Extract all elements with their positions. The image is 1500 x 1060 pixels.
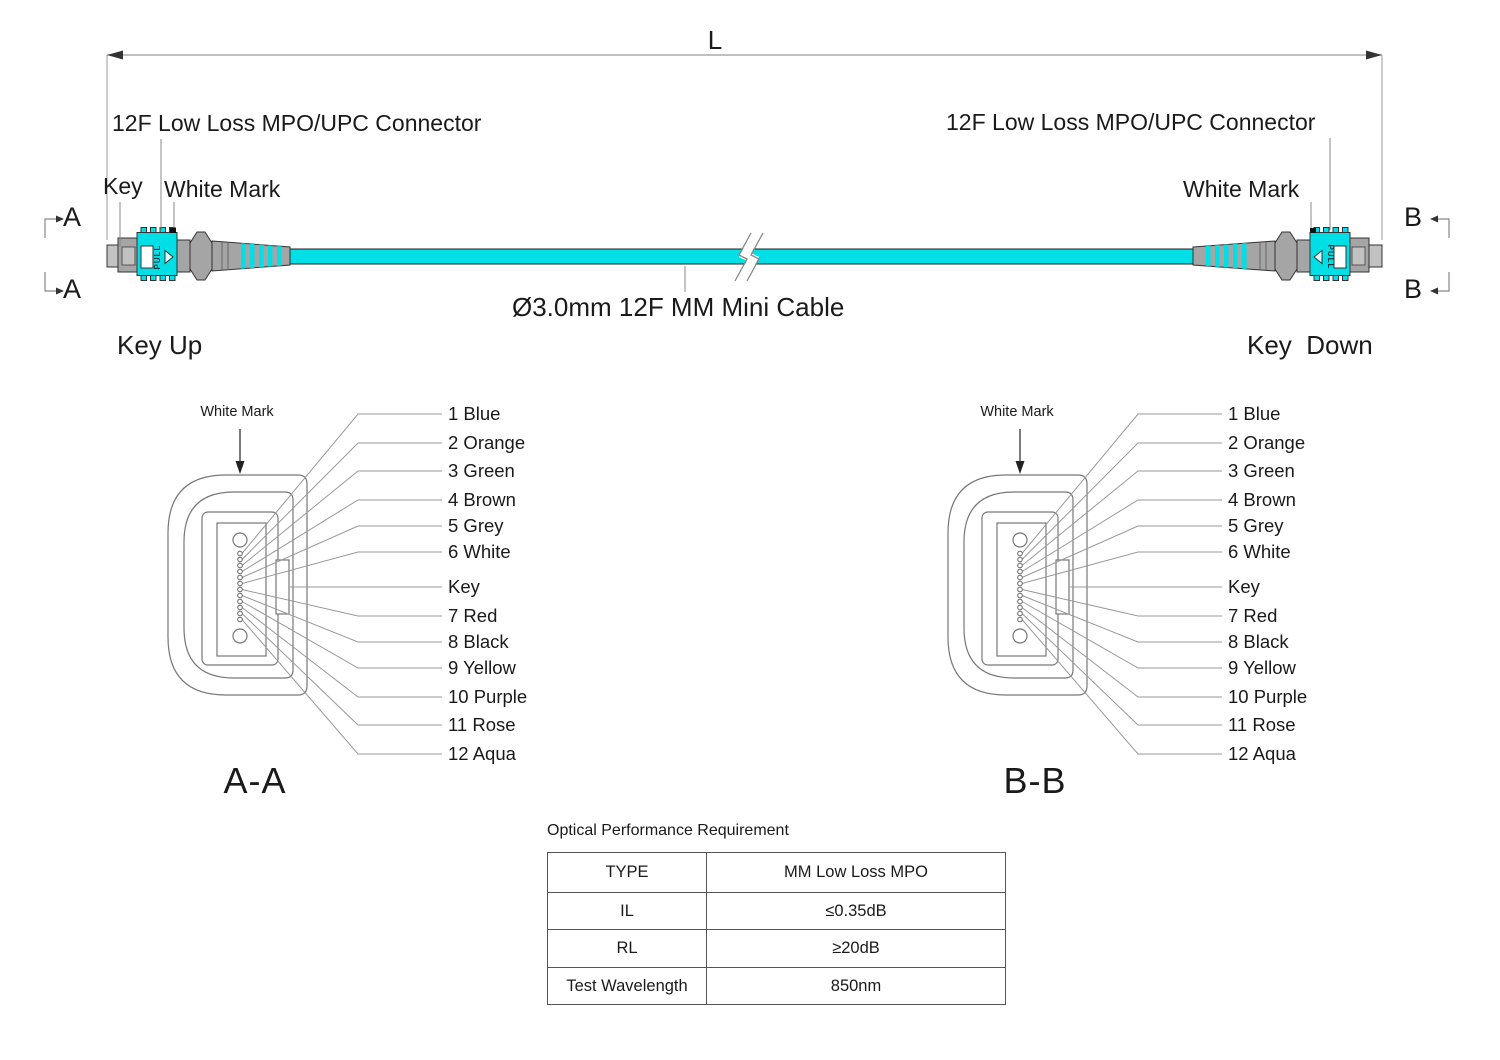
fiber-label: 4 Brown [448, 489, 516, 510]
table-row: IL ≤0.35dB [547, 892, 1006, 930]
fiber-label: 2 Orange [448, 432, 526, 453]
callout-leaders [119, 138, 1331, 292]
connector-label-right: 12F Low Loss MPO/UPC Connector [946, 109, 1316, 135]
fiber-label: 11 Rose [1228, 714, 1296, 735]
face-aa-white-mark: White Mark [200, 404, 274, 420]
fiber-label: 4 Brown [1228, 489, 1296, 510]
fiber-label: 6 White [1228, 541, 1291, 562]
pull-text-right: PULL [1326, 244, 1335, 270]
fiber-label: 9 Yellow [448, 657, 516, 678]
fiber-label: 1 Blue [448, 403, 501, 424]
fiber-label: 12 Aqua [448, 743, 516, 764]
table-row: TYPE MM Low Loss MPO [547, 852, 1006, 893]
fiber-label: 11 Rose [448, 714, 516, 735]
white-mark-dot [1310, 228, 1316, 233]
fiber-label: 9 Yellow [1228, 657, 1296, 678]
table-cell-value: MM Low Loss MPO [706, 852, 1006, 893]
optical-performance-table: TYPE MM Low Loss MPO IL ≤0.35dB RL ≥20dB… [547, 852, 1006, 1005]
cable-label: Ø3.0mm 12F MM Mini Cable [512, 292, 845, 322]
fiber-label: 3 Green [448, 460, 515, 481]
table-row: RL ≥20dB [547, 929, 1006, 968]
fiber-label: 7 Red [1228, 605, 1278, 626]
white-mark-callout-left: White Mark [164, 176, 281, 202]
orientation-right-label: Key Down [1247, 330, 1373, 360]
face-view-aa [167, 413, 443, 755]
fiber-label: 5 Grey [1228, 515, 1284, 536]
section-b-top-label: B [1404, 202, 1423, 232]
table-cell-param: RL [547, 929, 707, 968]
face-view-bb [947, 413, 1223, 755]
fiber-label: Key [1228, 576, 1260, 597]
key-callout: Key [103, 173, 143, 199]
dimension-line-L [106, 50, 1383, 240]
dimension-label: L [707, 25, 723, 55]
table-cell-param: Test Wavelength [547, 967, 707, 1005]
connector-label-left: 12F Low Loss MPO/UPC Connector [112, 110, 482, 136]
table-cell-value: 850nm [706, 967, 1006, 1005]
face-bb-title: B-B [1003, 760, 1067, 801]
fiber-label: 10 Purple [1228, 686, 1308, 707]
fiber-label: 6 White [448, 541, 511, 562]
fiber-label: 3 Green [1228, 460, 1295, 481]
orientation-left-label: Key Up [117, 330, 203, 360]
table-cell-value: ≤0.35dB [706, 892, 1006, 930]
right-connector [1192, 227, 1383, 281]
pull-arrow-icon [164, 249, 174, 265]
left-connector [106, 227, 291, 281]
table-cell-value: ≥20dB [706, 929, 1006, 968]
fiber-label: Key [448, 576, 480, 597]
table-cell-param: TYPE [547, 852, 707, 893]
pull-text-left: PULL [152, 244, 162, 270]
fiber-label: 8 Black [1228, 631, 1289, 652]
section-markers [44, 218, 1450, 292]
table-row: Test Wavelength 850nm [547, 967, 1006, 1005]
table-title: Optical Performance Requirement [547, 822, 789, 839]
fiber-label: 2 Orange [1228, 432, 1306, 453]
white-mark-dot [170, 228, 176, 233]
fiber-label: 7 Red [448, 605, 498, 626]
fiber-label: 10 Purple [448, 686, 528, 707]
face-bb-white-mark: White Mark [980, 404, 1054, 420]
section-a-top-label: A [63, 202, 82, 232]
section-a-bottom-label: A [63, 274, 82, 304]
pull-arrow-icon [1313, 249, 1323, 265]
face-aa-title: A-A [223, 760, 287, 801]
fiber-label: 8 Black [448, 631, 509, 652]
fiber-label: 1 Blue [1228, 403, 1281, 424]
fiber-label: 5 Grey [448, 515, 504, 536]
table-cell-param: IL [547, 892, 707, 930]
section-marker-arrows [56, 215, 1438, 295]
section-b-bottom-label: B [1404, 274, 1423, 304]
white-mark-callout-right: White Mark [1183, 176, 1300, 202]
cable-break-symbol [734, 230, 764, 284]
fiber-label: 12 Aqua [1228, 743, 1296, 764]
